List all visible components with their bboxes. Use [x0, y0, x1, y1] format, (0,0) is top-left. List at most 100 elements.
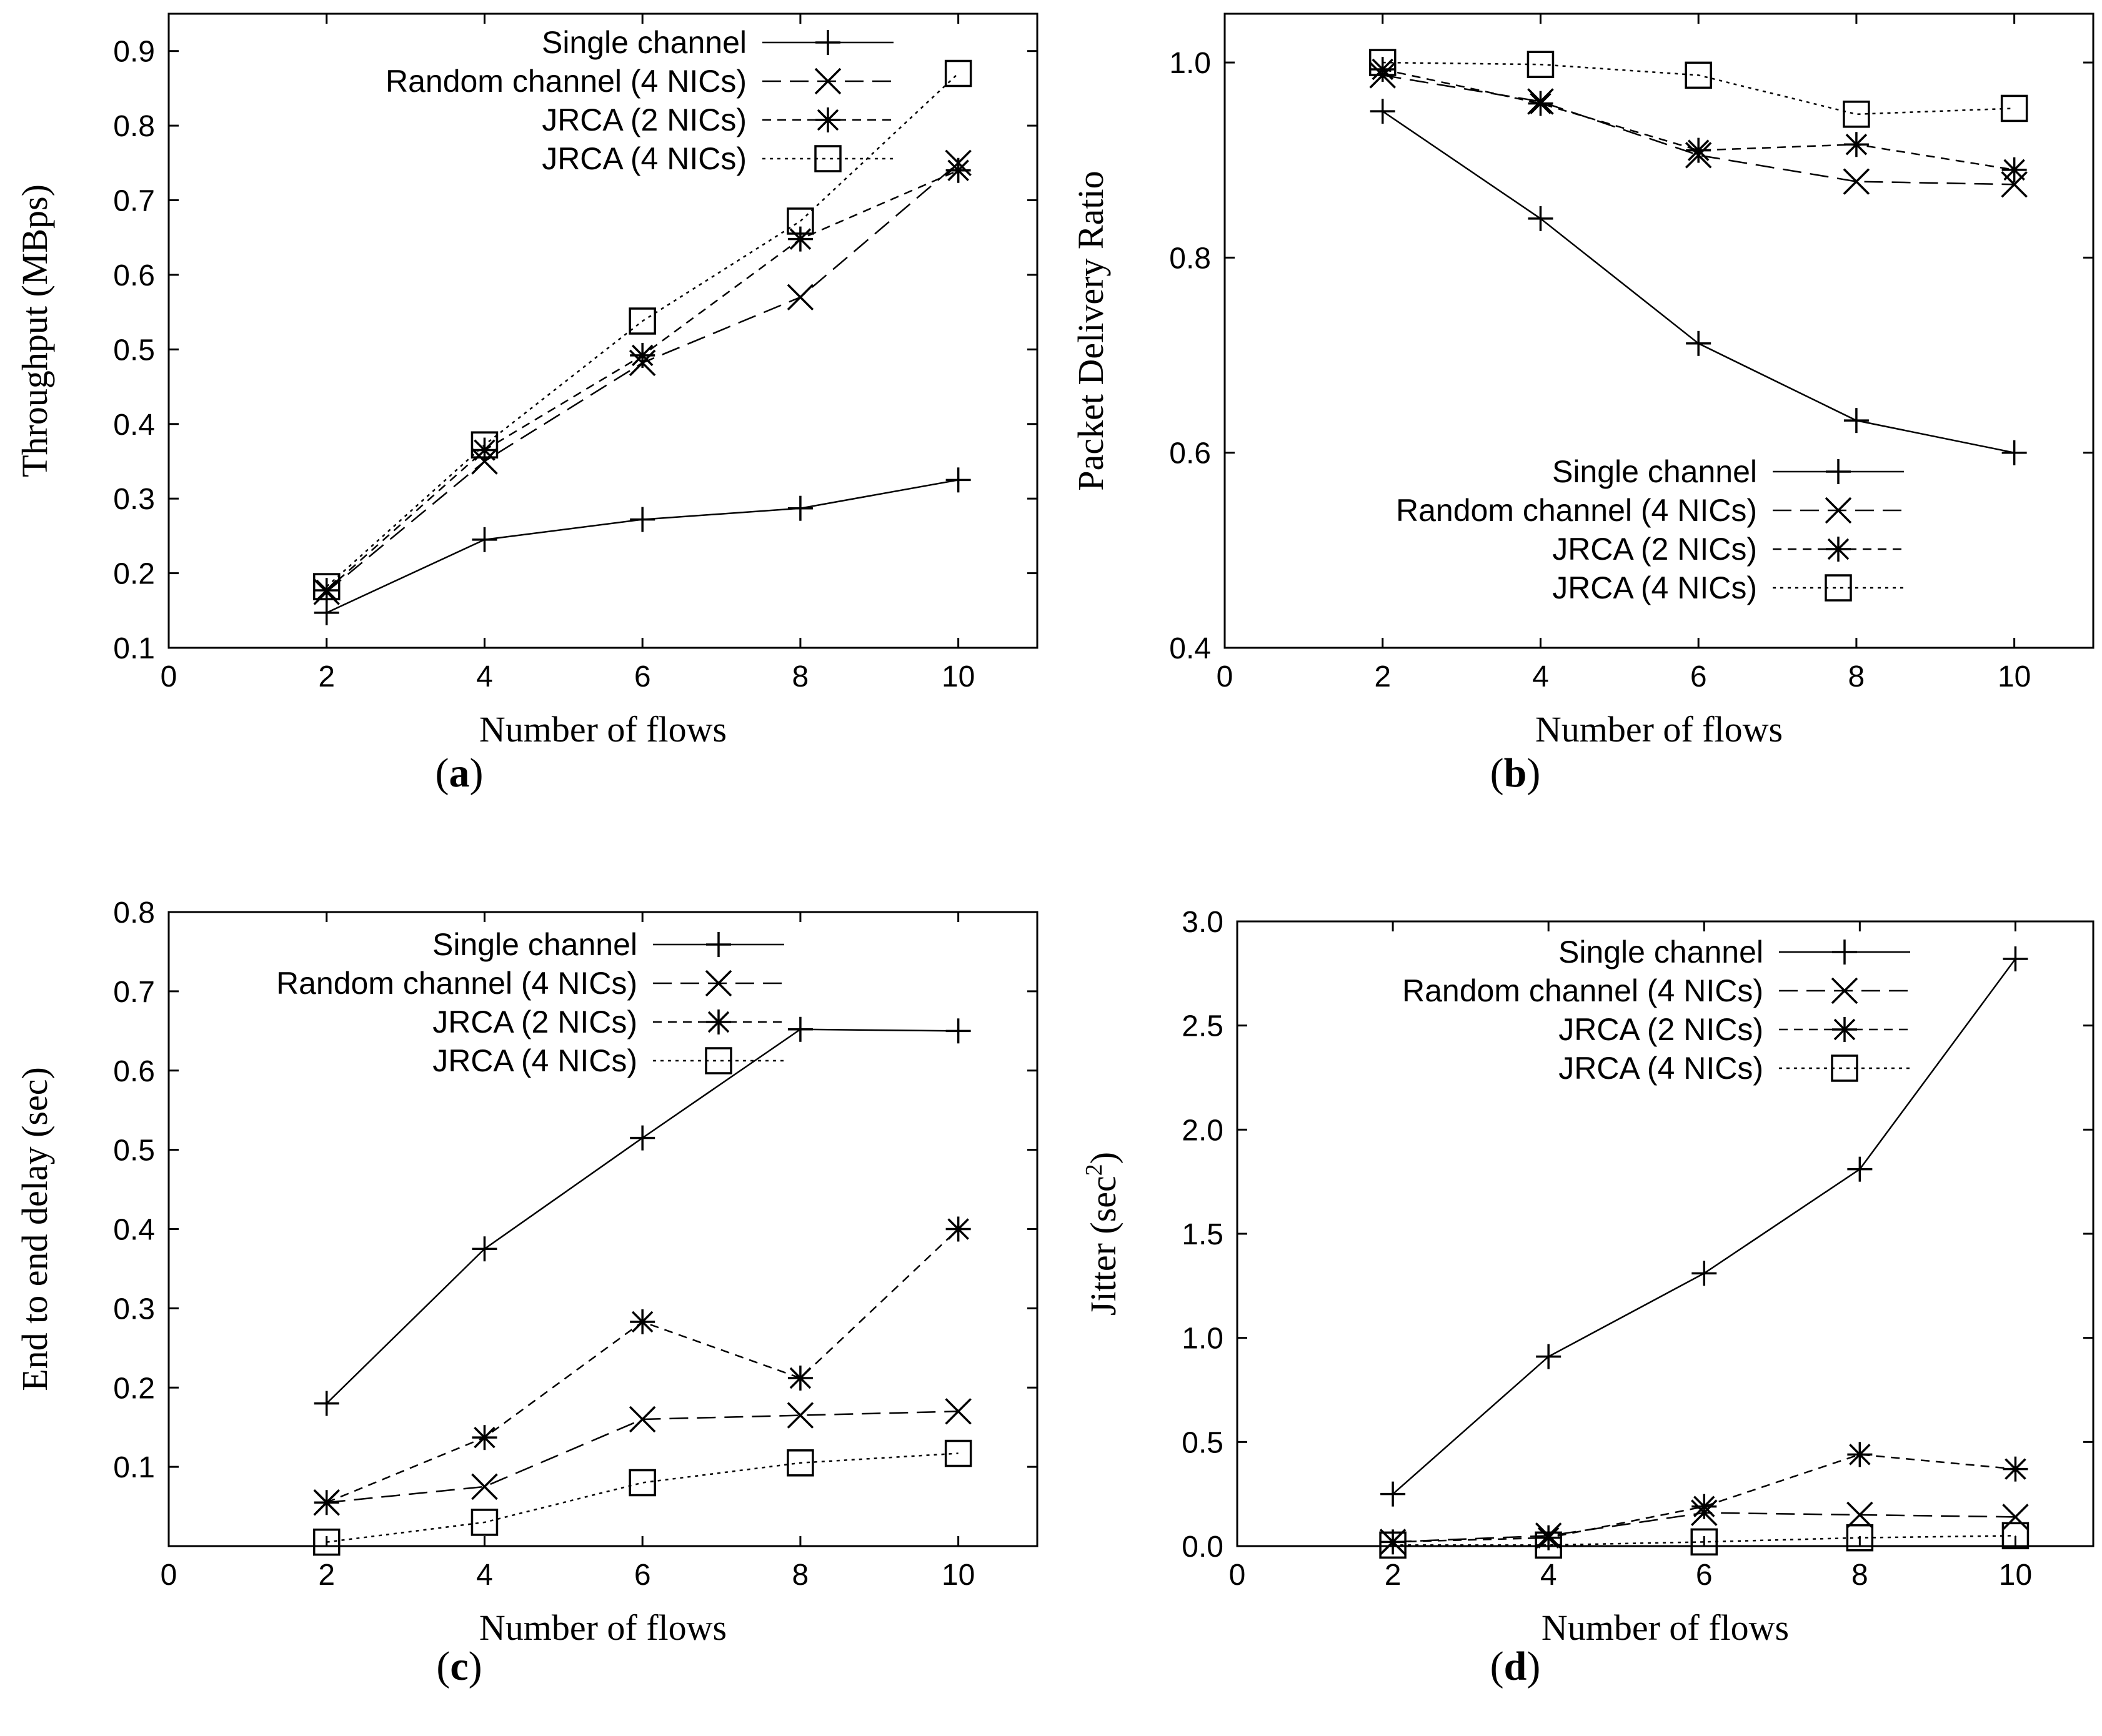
y-tick-label: 0.1	[113, 1451, 155, 1484]
y-tick-label: 2.5	[1182, 1010, 1223, 1043]
x-axis-label: Number of flows	[479, 709, 727, 750]
legend-label-1: Random channel (4 NICs)	[1402, 973, 1763, 1008]
series-3-point-4	[2000, 94, 2028, 122]
series-line-1	[326, 1411, 959, 1504]
x-tick-label: 0	[161, 660, 177, 693]
legend-marker-3	[1825, 574, 1852, 602]
legend-marker-2	[1832, 1017, 1857, 1042]
y-tick-label: 0.8	[113, 110, 155, 143]
caption-d: (d)	[1490, 1644, 1541, 1689]
series-2-point-4	[2001, 157, 2027, 182]
legend-label-1: Random channel (4 NICs)	[386, 64, 747, 99]
series-line-2	[1393, 1454, 2016, 1543]
series-0-point-3	[787, 495, 813, 521]
x-tick-label: 4	[1532, 660, 1549, 693]
series-line-2	[326, 1228, 959, 1504]
series-1-point-4	[945, 1398, 972, 1425]
series-2-point-2	[1691, 1494, 1717, 1519]
x-tick-label: 10	[1998, 660, 2031, 693]
y-tick-label: 0.6	[113, 259, 155, 292]
x-tick-label: 6	[1696, 1559, 1713, 1592]
y-tick-label: 0.3	[113, 1292, 155, 1326]
y-tick-label: 2.0	[1182, 1114, 1223, 1147]
legend-label-3: JRCA (4 NICs)	[1558, 1051, 1763, 1086]
y-tick-label: 1.0	[1182, 1322, 1223, 1356]
series-3-point-3	[1846, 1524, 1874, 1552]
chart-panel-d: 0 2 4 6 8 10 0.0 0.5 1.0 1.5 2.0 2.5 3.0 Number of fl…	[1081, 906, 2095, 1648]
x-tick-label: 10	[942, 1559, 975, 1592]
legend-marker-0	[706, 932, 731, 957]
legend-label-0: Single channel	[432, 927, 637, 962]
series-0-point-2	[630, 507, 655, 532]
series-1-point-1	[471, 1473, 498, 1500]
series-1-point-3	[1846, 1501, 1873, 1529]
legend-marker-1	[1825, 497, 1852, 524]
legend-marker-3	[705, 1047, 732, 1074]
x-tick-label: 0	[1229, 1559, 1246, 1592]
series-3-point-3	[787, 207, 814, 235]
x-axis-label: Number of flows	[479, 1607, 727, 1648]
series-2-point-0	[1370, 57, 1395, 82]
y-axis-label: Packet Delivery Ratio	[1070, 171, 1111, 490]
series-0-point-1	[1536, 1344, 1562, 1369]
series-1-point-3	[787, 284, 814, 311]
series-1-point-4	[2002, 1504, 2029, 1530]
series-2-point-2	[630, 1309, 655, 1334]
series-3-point-4	[944, 1439, 972, 1467]
series-1-point-3	[787, 1402, 814, 1429]
series-1-point-2	[629, 1406, 656, 1433]
x-tick-label: 4	[476, 1559, 493, 1592]
y-tick-label: 0.9	[113, 36, 155, 69]
caption-a: (a)	[435, 750, 484, 796]
series-line-3	[326, 1452, 959, 1543]
series-2-point-2	[630, 342, 655, 368]
y-tick-label: 0.7	[113, 185, 155, 218]
y-axis-label: Throughput (MBps)	[14, 184, 55, 477]
series-0-point-3	[1847, 1156, 1873, 1182]
chart-panel-b: 0 2 4 6 8 10 0.4 0.6 0.8 1.0 Number of flows Packet…	[1070, 12, 2095, 750]
series-3-point-2	[1690, 1528, 1718, 1556]
series-2-point-2	[1686, 137, 1711, 163]
legend-label-0: Single channel	[542, 25, 747, 60]
series-3-point-1	[1527, 51, 1555, 78]
y-tick-label: 0.1	[113, 632, 155, 665]
y-tick-label: 0.2	[113, 1372, 155, 1405]
series-3-point-1	[1535, 1531, 1562, 1559]
legend-marker-2	[815, 107, 840, 132]
x-tick-label: 4	[1540, 1559, 1557, 1592]
x-tick-label: 2	[1374, 660, 1391, 693]
x-tick-label: 8	[1851, 1559, 1868, 1592]
legend-label-0: Single channel	[1558, 935, 1763, 970]
legend-label-0: Single channel	[1552, 454, 1757, 489]
series-0-point-2	[630, 1125, 655, 1151]
x-tick-label: 8	[1848, 660, 1865, 693]
x-tick-label: 2	[318, 1559, 335, 1592]
series-3-point-3	[1843, 101, 1870, 128]
y-tick-label: 1.5	[1182, 1218, 1223, 1251]
series-3-point-0	[1368, 49, 1397, 76]
y-tick-label: 0.4	[113, 1214, 155, 1247]
y-tick-label: 0.4	[113, 409, 155, 442]
y-tick-label: 0.6	[1169, 437, 1211, 470]
legend-label-3: JRCA (4 NICs)	[432, 1043, 637, 1078]
series-3-point-4	[2001, 1522, 2030, 1550]
series-3-point-3	[787, 1449, 814, 1477]
y-tick-label: 0.4	[1169, 632, 1211, 665]
legend-marker-2	[706, 1009, 731, 1034]
series-0-point-1	[1528, 206, 1553, 231]
series-3-point-2	[629, 1469, 656, 1497]
series-3-point-0	[312, 573, 341, 600]
x-tick-label: 6	[634, 1559, 651, 1592]
series-0-point-2	[1691, 1261, 1717, 1286]
x-tick-label: 4	[476, 660, 493, 693]
y-tick-label: 3.0	[1182, 906, 1223, 939]
series-2-point-3	[1847, 1442, 1873, 1467]
y-tick-label: 0.2	[113, 558, 155, 591]
series-2-point-1	[472, 1425, 497, 1451]
legend-label-3: JRCA (4 NICs)	[1552, 570, 1757, 605]
series-line-3	[1382, 61, 2015, 116]
legend-marker-1	[1831, 977, 1858, 1004]
series-0-point-4	[2003, 946, 2028, 971]
series-2-point-3	[1843, 132, 1869, 157]
